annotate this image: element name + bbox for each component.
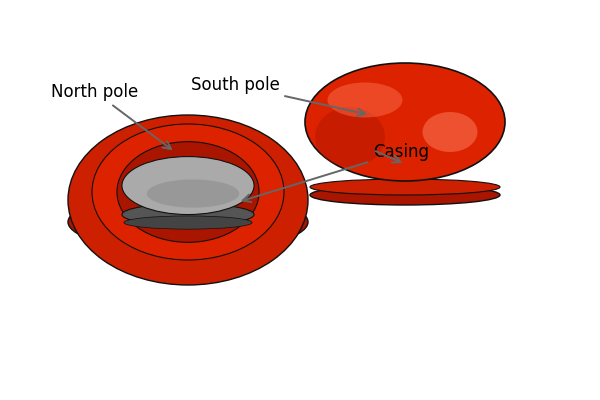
Ellipse shape — [315, 107, 385, 167]
Ellipse shape — [310, 185, 500, 205]
Ellipse shape — [68, 115, 308, 285]
Ellipse shape — [310, 179, 500, 195]
Ellipse shape — [92, 124, 284, 260]
Ellipse shape — [122, 156, 254, 214]
Text: Casing: Casing — [243, 143, 429, 202]
Ellipse shape — [122, 204, 254, 226]
Ellipse shape — [68, 192, 308, 252]
Ellipse shape — [147, 180, 239, 208]
Text: South pole: South pole — [191, 76, 365, 116]
Text: North pole: North pole — [52, 83, 171, 149]
Ellipse shape — [124, 216, 252, 229]
Ellipse shape — [305, 63, 505, 181]
Ellipse shape — [328, 82, 403, 118]
Ellipse shape — [117, 142, 259, 242]
Ellipse shape — [422, 112, 478, 152]
